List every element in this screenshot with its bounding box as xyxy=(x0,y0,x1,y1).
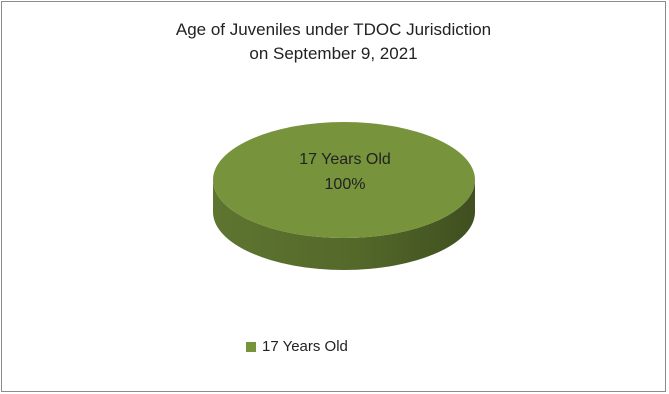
pie-slice-side xyxy=(213,180,475,270)
chart-title: Age of Juveniles under TDOC Jurisdiction… xyxy=(0,18,667,66)
pie-slice-17-years-old xyxy=(213,122,475,238)
chart-title-line-2: on September 9, 2021 xyxy=(249,44,418,63)
slice-label: 17 Years Old xyxy=(299,151,391,168)
chart-legend: 17 Years Old xyxy=(246,338,348,355)
slice-percent-label: 100% xyxy=(325,176,366,193)
legend-label: 17 Years Old xyxy=(262,338,348,355)
chart-title-line-1: Age of Juveniles under TDOC Jurisdiction xyxy=(175,20,492,39)
legend-swatch xyxy=(246,341,256,352)
